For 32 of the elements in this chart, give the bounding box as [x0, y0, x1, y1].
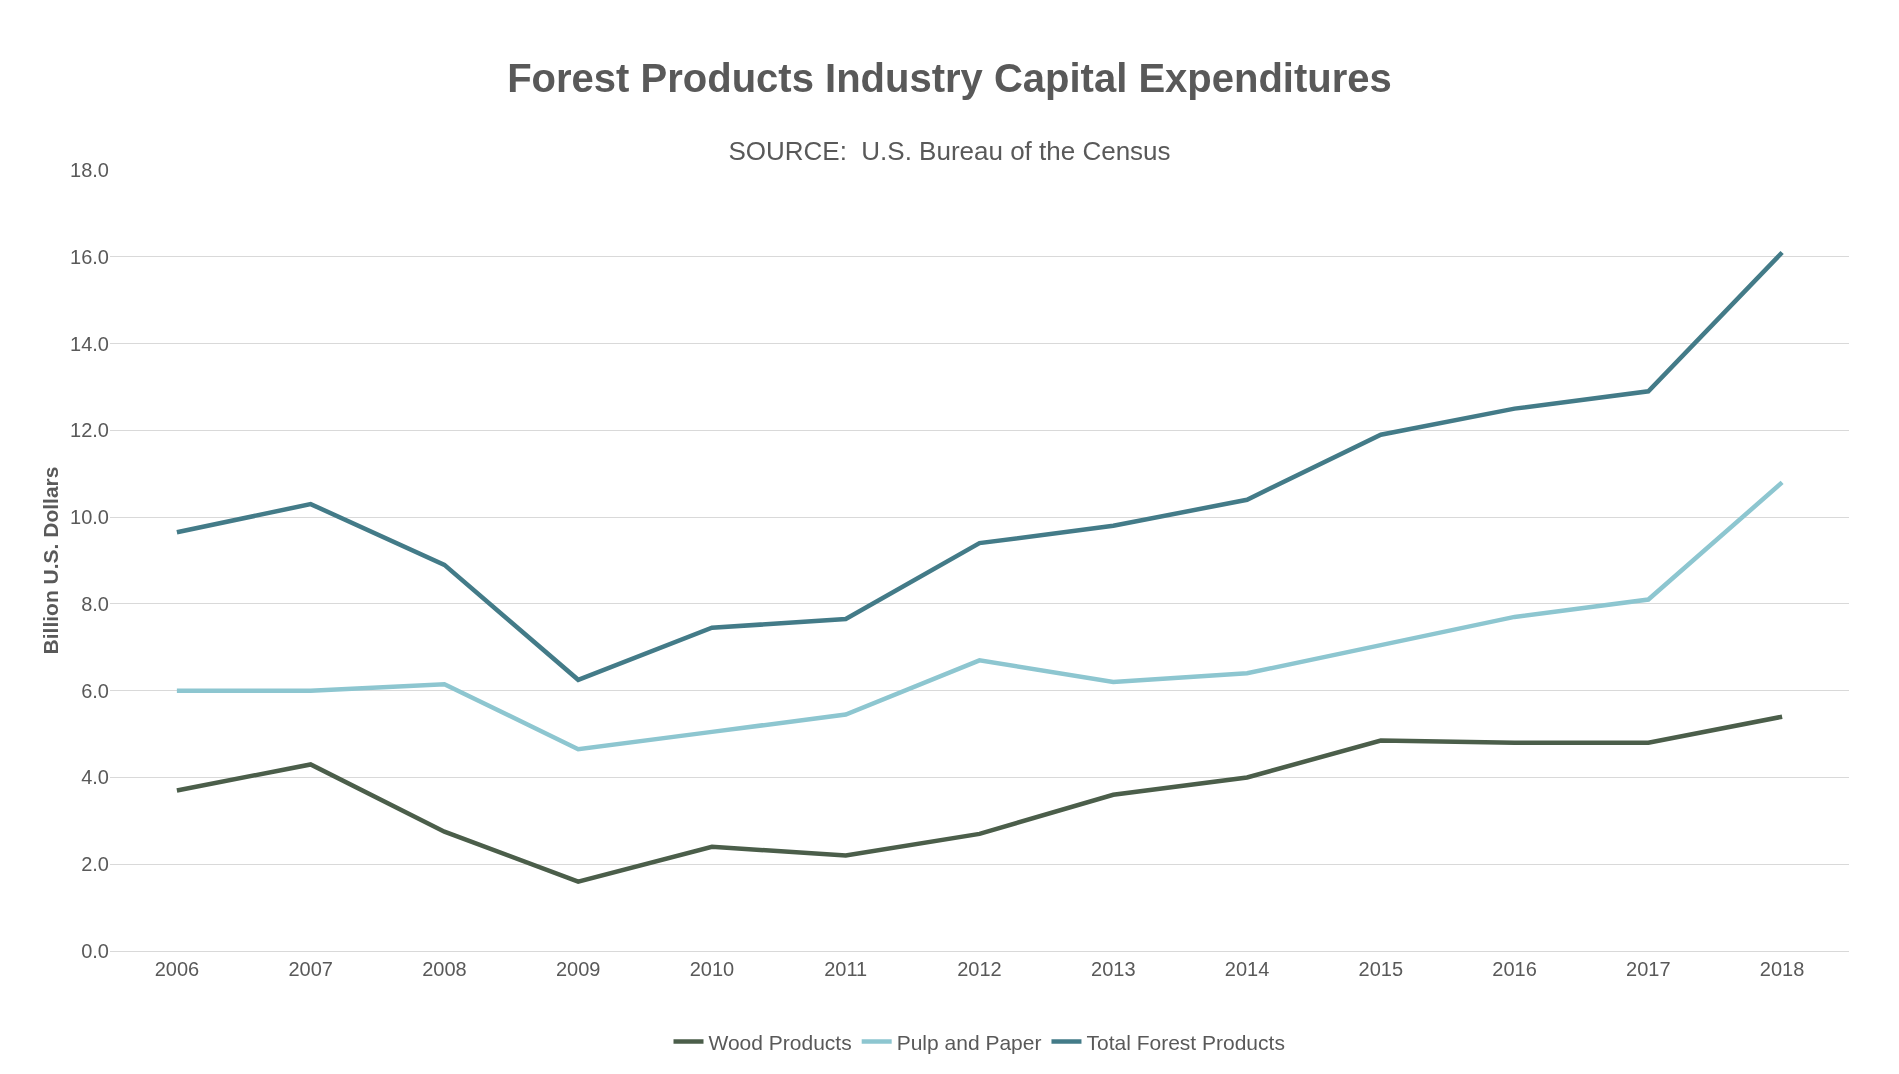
x-tick-label: 2009 [555, 958, 601, 980]
x-tick-label: 2007 [288, 958, 333, 980]
x-tick-label: 2006 [154, 958, 200, 980]
x-tick-label: 2011 [824, 958, 868, 980]
chart-title: Forest Products Industry Capital Expenditures [507, 56, 1392, 101]
y-tick-label: 4.0 [81, 766, 109, 789]
y-tick-label: 0.0 [81, 940, 109, 962]
x-tick-label: 2014 [1224, 958, 1270, 980]
x-tick-label: 2013 [1091, 958, 1136, 980]
y-tick-label: 10.0 [70, 506, 109, 529]
line-series [174, 480, 1785, 752]
y-tick-label: 12.0 [70, 419, 109, 442]
y-tick-label: 2.0 [81, 853, 109, 876]
legend-label: Total Forest Products [1086, 1030, 1285, 1054]
x-tick-label: 2008 [422, 958, 467, 980]
x-tick-label: 2016 [1492, 958, 1537, 980]
y-tick-label: 16.0 [70, 245, 109, 268]
x-tick-label: 2012 [957, 958, 1002, 980]
x-tick-label: 2010 [689, 958, 735, 980]
legend-label: Pulp and Paper [896, 1030, 1042, 1054]
line-series [174, 250, 1785, 683]
legend-label: Wood Products [708, 1030, 852, 1054]
x-tick-label: 2017 [1626, 958, 1671, 980]
y-tick-label: 8.0 [81, 592, 109, 615]
chart-subtitle: SOURCE: U.S. Bureau of the Census [728, 136, 1171, 167]
y-axis-title: Billion U.S. Dollars [39, 466, 62, 655]
y-tick-label: 18.0 [70, 159, 109, 181]
x-tick-label: 2015 [1358, 958, 1404, 980]
y-tick-label: 14.0 [70, 332, 109, 355]
y-tick-label: 6.0 [81, 679, 109, 702]
line-series [174, 714, 1785, 884]
x-tick-label: 2018 [1759, 958, 1805, 980]
